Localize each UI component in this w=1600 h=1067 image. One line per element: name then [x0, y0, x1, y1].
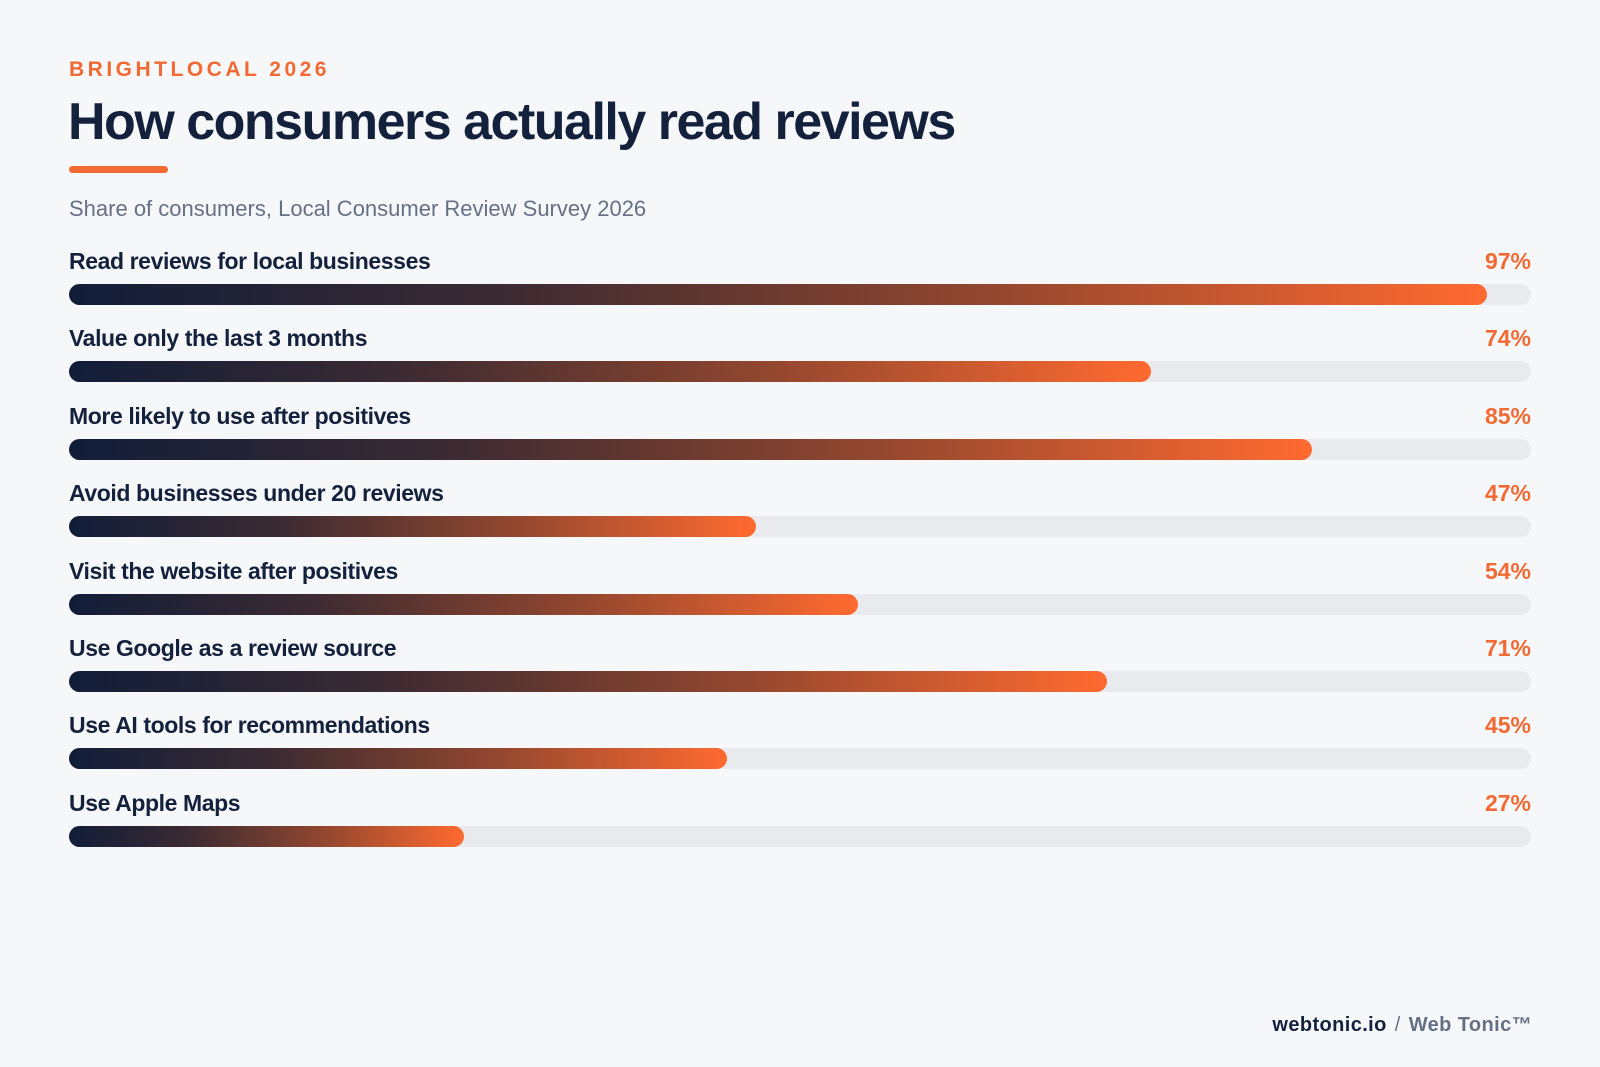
bar-fill	[69, 284, 1488, 305]
eyebrow-label: BRIGHTLOCAL 2026	[69, 58, 330, 81]
bar-row: Value only the last 3 months 74%	[69, 323, 1531, 400]
chart-subtitle: Share of consumers, Local Consumer Revie…	[69, 196, 647, 221]
bar-fill	[69, 516, 757, 538]
bar-row: Use AI tools for recommendations 45%	[69, 710, 1531, 787]
bar-row: Read reviews for local businesses 97%	[69, 246, 1531, 323]
bar-row: Avoid businesses under 20 reviews 47%	[69, 478, 1531, 555]
bar-fill	[69, 438, 1312, 460]
bar-fill	[69, 825, 464, 847]
bar-track	[69, 284, 1531, 305]
bar-fill	[69, 361, 1151, 383]
bar-label: Use AI tools for recommendations	[69, 712, 430, 739]
bar-value-label: 47%	[1484, 480, 1531, 507]
title-accent-rule	[69, 166, 168, 173]
bar-value-label: 54%	[1484, 557, 1531, 584]
bar-label: Avoid businesses under 20 reviews	[69, 480, 444, 507]
bar-label: Use Apple Maps	[69, 789, 241, 816]
bar-track	[69, 593, 1531, 615]
bar-fill	[69, 748, 727, 770]
bar-value-label: 97%	[1484, 248, 1531, 274]
bar-fill	[69, 670, 1108, 692]
bar-track	[69, 825, 1531, 847]
bar-row: More likely to use after positives 85%	[69, 401, 1531, 478]
footer-separator: /	[1394, 1014, 1401, 1036]
bar-value-label: 74%	[1484, 325, 1531, 352]
bar-fill	[69, 593, 859, 615]
bar-label: More likely to use after positives	[69, 402, 411, 429]
footer-brand: Web Tonic™	[1408, 1014, 1532, 1036]
bar-label: Use Google as a review source	[69, 634, 397, 661]
chart-title: How consumers actually read reviews	[68, 93, 956, 151]
footer-credit: webtonic.io / Web Tonic™	[1272, 1014, 1532, 1037]
bar-row: Use Google as a review source 71%	[69, 633, 1531, 710]
bar-track	[69, 748, 1531, 770]
bar-chart: Read reviews for local businesses 97% Valu…	[69, 246, 1531, 865]
footer-site: webtonic.io	[1272, 1014, 1387, 1036]
bar-label: Read reviews for local businesses	[69, 248, 431, 274]
bar-value-label: 85%	[1484, 402, 1531, 429]
bar-value-label: 27%	[1484, 789, 1531, 816]
bar-label: Value only the last 3 months	[69, 325, 368, 352]
bar-track	[69, 670, 1531, 692]
bar-value-label: 71%	[1484, 634, 1531, 661]
bar-track	[69, 516, 1531, 538]
bar-row: Use Apple Maps 27%	[69, 788, 1531, 865]
bar-track	[69, 438, 1531, 460]
bar-label: Visit the website after positives	[69, 557, 398, 584]
bar-value-label: 45%	[1484, 712, 1531, 739]
bar-track	[69, 361, 1531, 383]
bar-row: Visit the website after positives 54%	[69, 556, 1531, 633]
